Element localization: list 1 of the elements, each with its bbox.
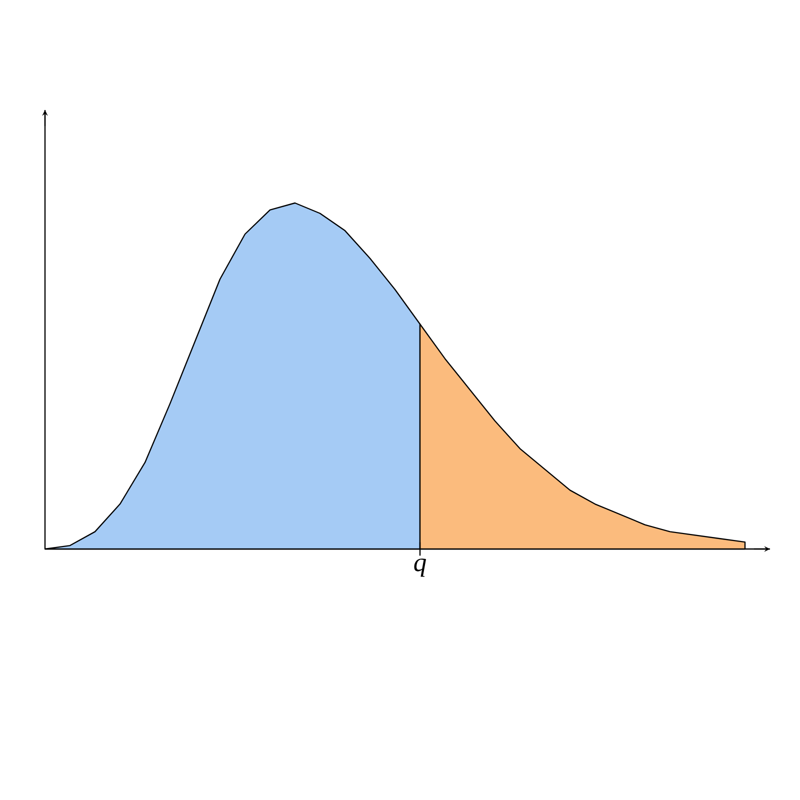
text: q (414, 558, 426, 577)
